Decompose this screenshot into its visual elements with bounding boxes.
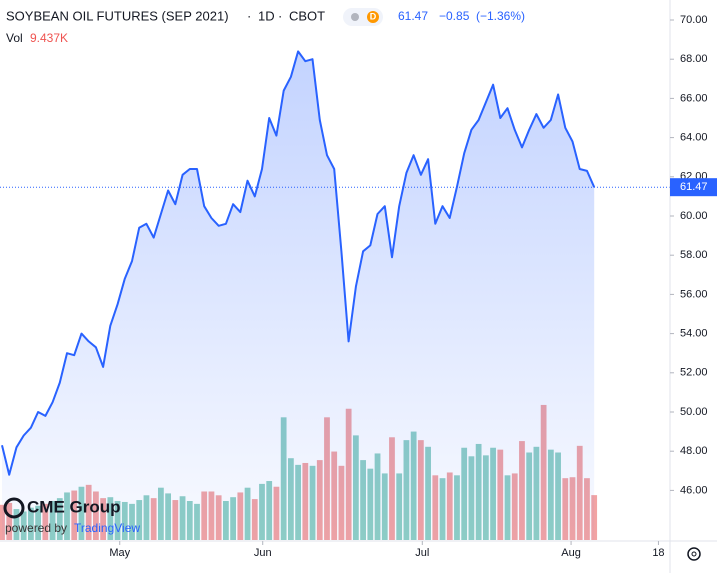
separator: · — [278, 8, 282, 23]
y-tick-label: 48.00 — [680, 445, 708, 457]
axes-layer: 46.00 48.00 50.00 52.00 54.00 56.00 58.00 60.00… — [109, 14, 717, 559]
interval: 1D — [258, 8, 275, 23]
y-tick-label: 58.00 — [680, 249, 708, 261]
gear[interactable] — [687, 547, 701, 561]
y-tick-label: 66.00 — [680, 92, 708, 104]
settings-icon[interactable] — [687, 547, 701, 561]
powered-by: powered by — [5, 521, 67, 535]
y-tick-label: 64.00 — [680, 132, 708, 144]
area-fill — [2, 51, 595, 541]
powered-brand: TradingView — [74, 521, 140, 535]
logo-text: CME Group — [27, 497, 121, 516]
y-tick-label: 70.00 — [680, 14, 708, 26]
logo: CME Group powered by TradingView — [3, 497, 140, 535]
x-tick-label: Aug — [561, 547, 581, 559]
y-tick-label: 52.00 — [680, 367, 708, 379]
change-pct: (−1.36%) — [476, 9, 525, 23]
y-tick-label: 46.00 — [680, 484, 708, 496]
x-tick-label: 18 — [652, 547, 664, 559]
exchange: CBOT — [289, 8, 325, 23]
legend: SOYBEAN OIL FUTURES (SEP 2021) · 1D · CB… — [6, 8, 525, 45]
y-tick-label: 54.00 — [680, 328, 708, 340]
y-tick-label: 60.00 — [680, 210, 708, 222]
y-tick-label: 56.00 — [680, 288, 708, 300]
x-tick-label: May — [109, 547, 130, 559]
last-price-label: 61.47 — [680, 181, 708, 193]
price-line — [1, 50, 596, 476]
x-tick-label: Jun — [254, 547, 272, 559]
badge-icon — [367, 11, 379, 23]
volume-last: 9.437K — [30, 31, 68, 45]
separator: · — [247, 8, 251, 23]
price-layer — [0, 50, 670, 541]
gear-center[interactable] — [691, 551, 697, 557]
badge-dot — [351, 13, 359, 21]
x-tick-label: Jul — [415, 547, 429, 559]
last-price-tag — [670, 178, 717, 197]
logo-icon — [3, 497, 25, 519]
y-tick-label: 68.00 — [680, 53, 708, 65]
badge: D — [370, 11, 377, 21]
volume-title: Vol — [6, 31, 23, 45]
symbol: SOYBEAN OIL FUTURES (SEP 2021) — [6, 8, 229, 23]
last-price: 61.47 — [398, 9, 428, 23]
y-tick-label: 50.00 — [680, 406, 708, 418]
change: −0.85 — [439, 9, 470, 23]
